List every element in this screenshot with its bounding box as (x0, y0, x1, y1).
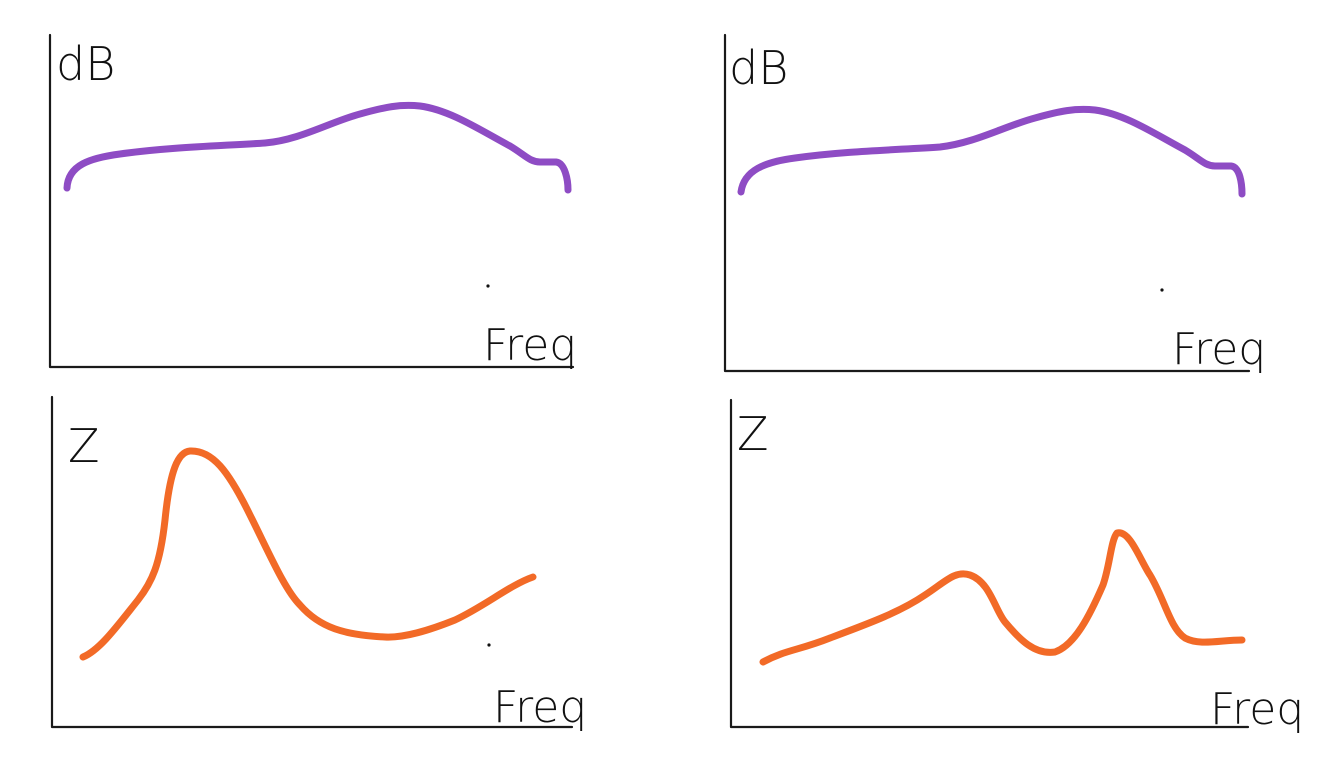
bottom-left-stray-dot (487, 643, 491, 647)
top-left-y-label: dB (56, 37, 115, 91)
top-right-stray-dot (1160, 288, 1164, 292)
plot-bottom-left: Z Freq (50, 395, 587, 733)
bottom-left-z-curve (79, 447, 537, 661)
bottom-left-y-label: Z (68, 419, 100, 473)
bottom-right-y-label: Z (737, 407, 769, 461)
plot-top-left: dB Freq (48, 33, 577, 371)
top-left-axes (48, 33, 575, 369)
plot-bottom-right: Z Freq (729, 398, 1304, 735)
top-right-y-label: dB (729, 41, 788, 95)
bottom-right-z-curve (759, 529, 1246, 666)
top-right-x-label: Freq (1172, 324, 1266, 375)
bottom-left-x-label: Freq (493, 682, 587, 733)
bottom-right-x-label: Freq (1210, 684, 1304, 735)
bottom-right-axes (729, 398, 1250, 729)
top-left-stray-dot (486, 284, 490, 288)
plot-top-right: dB Freq (723, 33, 1266, 375)
top-left-x-label: Freq (483, 320, 577, 371)
top-right-db-curve (737, 105, 1246, 198)
top-right-axes (723, 33, 1251, 373)
top-left-db-curve (63, 101, 572, 194)
bottom-left-axes (50, 395, 574, 729)
